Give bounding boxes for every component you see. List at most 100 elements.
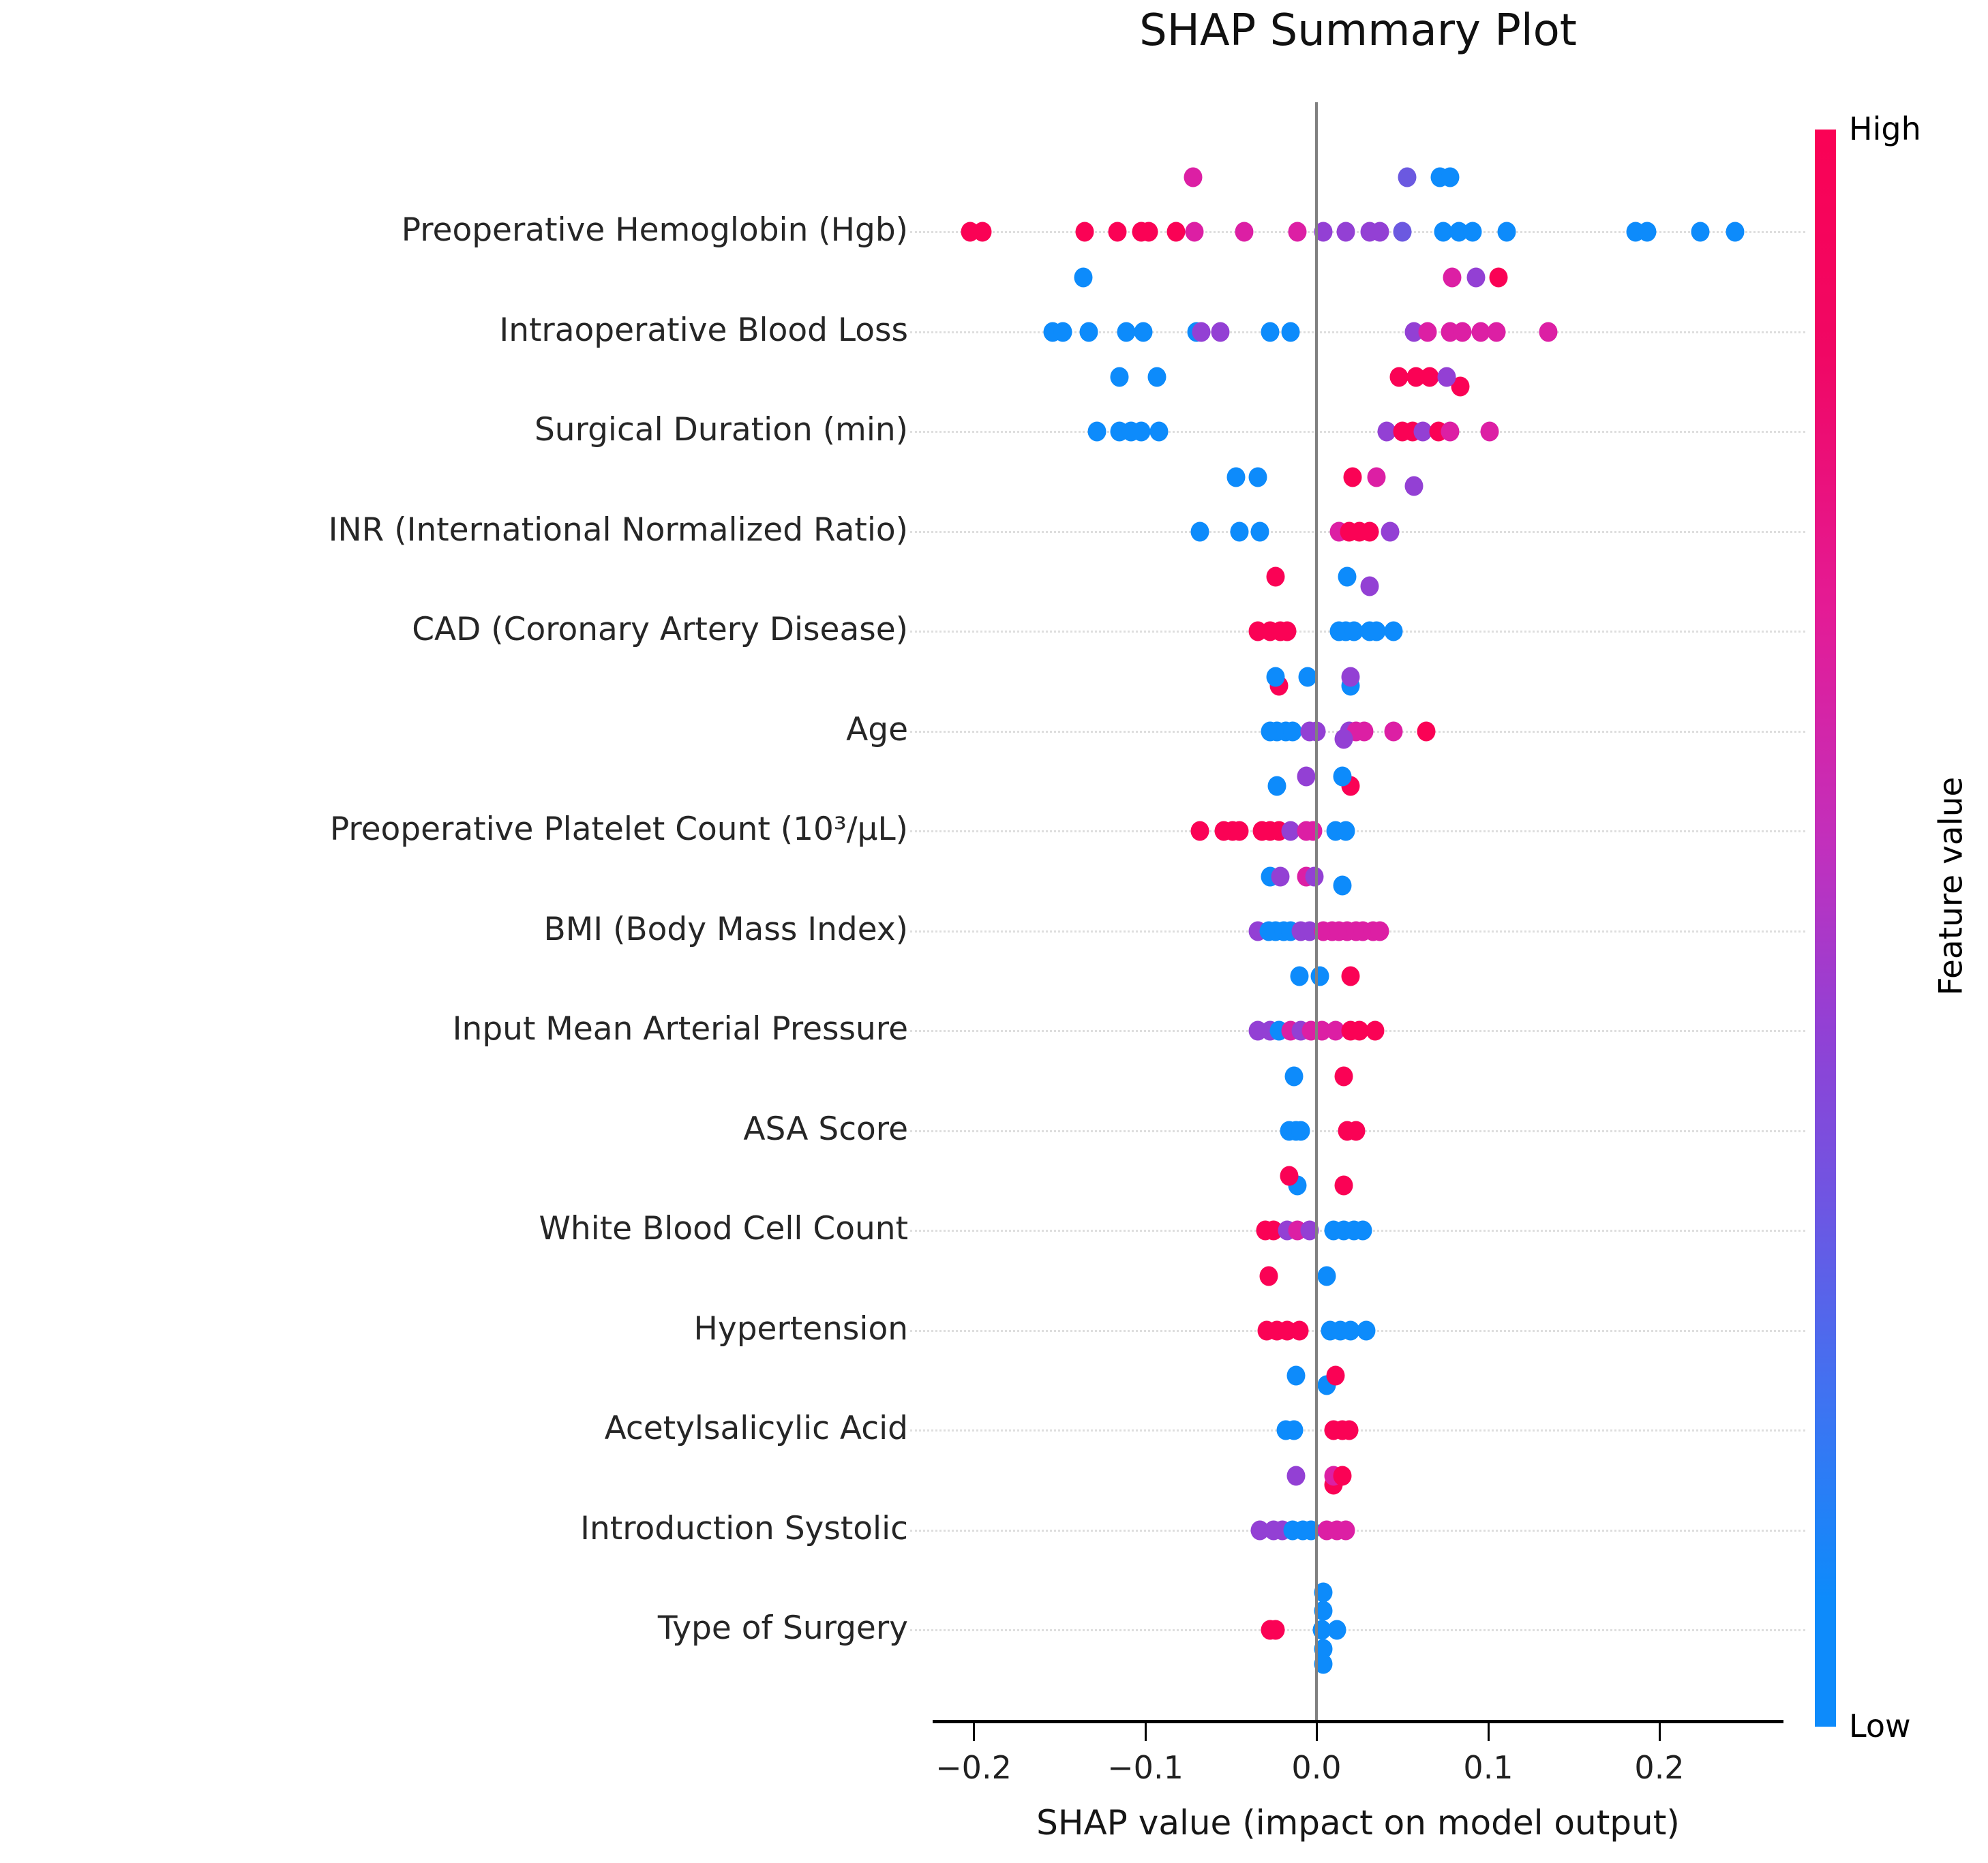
row-gridline <box>910 231 1805 233</box>
shap-dot <box>1480 421 1499 442</box>
x-tick-mark <box>1145 1723 1147 1741</box>
shap-dot <box>1338 566 1357 587</box>
colorbar-high-label: High <box>1849 110 1921 147</box>
shap-dot <box>1341 667 1360 687</box>
shap-dot <box>1691 222 1710 242</box>
shap-dot <box>1297 766 1316 787</box>
feature-label: Age <box>846 711 908 748</box>
shap-dot <box>1377 421 1396 442</box>
zero-reference-line <box>1315 102 1318 1721</box>
x-tick-label: 0.0 <box>1291 1749 1342 1786</box>
shap-dot <box>1489 267 1508 288</box>
feature-label: Introduction Systolic <box>580 1510 908 1547</box>
shap-dot <box>1366 1020 1385 1041</box>
x-tick-label: 0.1 <box>1463 1749 1513 1786</box>
shap-dot <box>1266 566 1285 587</box>
shap-dot <box>1298 667 1317 687</box>
feature-label: BMI (Body Mass Index) <box>543 911 908 948</box>
shap-dot <box>1360 576 1379 596</box>
shap-dot <box>1110 367 1129 387</box>
feature-label: ASA Score <box>743 1110 908 1148</box>
shap-dot <box>1305 866 1324 887</box>
shap-dot <box>1283 721 1302 742</box>
colorbar-axis-label: Feature value <box>1932 776 1970 996</box>
row-gridline <box>910 830 1805 832</box>
feature-label: CAD (Coronary Artery Disease) <box>412 611 908 648</box>
shap-dot <box>1147 367 1166 387</box>
x-tick-label: 0.2 <box>1634 1749 1685 1786</box>
shap-dot <box>1139 222 1158 242</box>
shap-dot <box>1346 1121 1366 1141</box>
feature-label: Surgical Duration (min) <box>534 411 908 449</box>
shap-dot <box>1286 1365 1306 1386</box>
shap-dot <box>1360 521 1379 542</box>
shap-dot <box>1417 721 1436 742</box>
shap-dot <box>1367 621 1386 641</box>
shap-dot <box>1336 222 1355 242</box>
shap-dot <box>1278 621 1297 641</box>
shap-dot <box>1638 222 1657 242</box>
shap-dot <box>1310 966 1329 986</box>
shap-dot <box>1184 167 1203 187</box>
shap-dot <box>1453 322 1472 342</box>
shap-dot <box>1437 367 1456 387</box>
shap-dot <box>1463 222 1482 242</box>
shap-dot <box>1341 1320 1360 1341</box>
x-tick-mark <box>973 1723 975 1741</box>
shap-dot <box>1434 222 1453 242</box>
shap-dot <box>1333 875 1352 896</box>
shap-dot <box>1334 729 1353 749</box>
shap-dot <box>1291 1121 1310 1141</box>
feature-label: Input Mean Arterial Pressure <box>452 1010 908 1048</box>
shap-dot <box>1413 421 1432 442</box>
shap-dot <box>1261 322 1280 342</box>
shap-dot <box>1539 322 1558 342</box>
shap-dot <box>1211 322 1230 342</box>
shap-dot <box>1304 821 1323 841</box>
shap-dot <box>1075 222 1094 242</box>
shap-dot <box>1149 421 1169 442</box>
shap-dot <box>1087 421 1106 442</box>
shap-dot <box>1441 421 1460 442</box>
shap-dot <box>1281 322 1300 342</box>
shap-dot <box>973 222 992 242</box>
shap-dot <box>1185 222 1204 242</box>
shap-dot <box>1398 167 1417 187</box>
shap-dot <box>1336 821 1355 841</box>
shap-dot <box>1053 322 1072 342</box>
row-gridline <box>910 331 1805 333</box>
shap-dot <box>1384 721 1403 742</box>
shap-dot <box>1284 1420 1304 1440</box>
x-tick-mark <box>1316 1723 1318 1741</box>
shap-dot <box>1726 222 1745 242</box>
shap-dot <box>1389 367 1409 387</box>
row-gridline <box>910 431 1805 433</box>
feature-label: Type of Surgery <box>657 1609 908 1647</box>
shap-dot <box>1353 1220 1372 1241</box>
shap-dot <box>1340 1420 1359 1440</box>
shap-dot <box>1443 267 1462 288</box>
shap-dot <box>1250 521 1269 542</box>
shap-dot <box>1134 322 1153 342</box>
shap-dot <box>1350 1020 1369 1041</box>
shap-dot <box>1259 1266 1278 1286</box>
row-gridline <box>910 1530 1805 1532</box>
feature-label: Acetylsalicylic Acid <box>604 1410 908 1447</box>
shap-dot <box>1271 866 1290 887</box>
shap-dot <box>1284 1066 1304 1087</box>
shap-dot <box>1471 322 1490 342</box>
x-tick-label: −0.1 <box>1107 1749 1184 1786</box>
feature-label: Preoperative Platelet Count (10³/μL) <box>329 811 908 848</box>
shap-dot <box>1326 1365 1345 1386</box>
shap-dot <box>1108 222 1127 242</box>
shap-dot <box>1192 322 1211 342</box>
shap-dot <box>1190 821 1209 841</box>
shap-dot <box>1248 467 1267 487</box>
shap-dot <box>1166 222 1186 242</box>
shap-dot <box>1334 1066 1353 1087</box>
shap-dot <box>1497 222 1516 242</box>
shap-dot <box>1266 667 1285 687</box>
shap-dot <box>1418 322 1437 342</box>
shap-dot <box>1288 222 1307 242</box>
